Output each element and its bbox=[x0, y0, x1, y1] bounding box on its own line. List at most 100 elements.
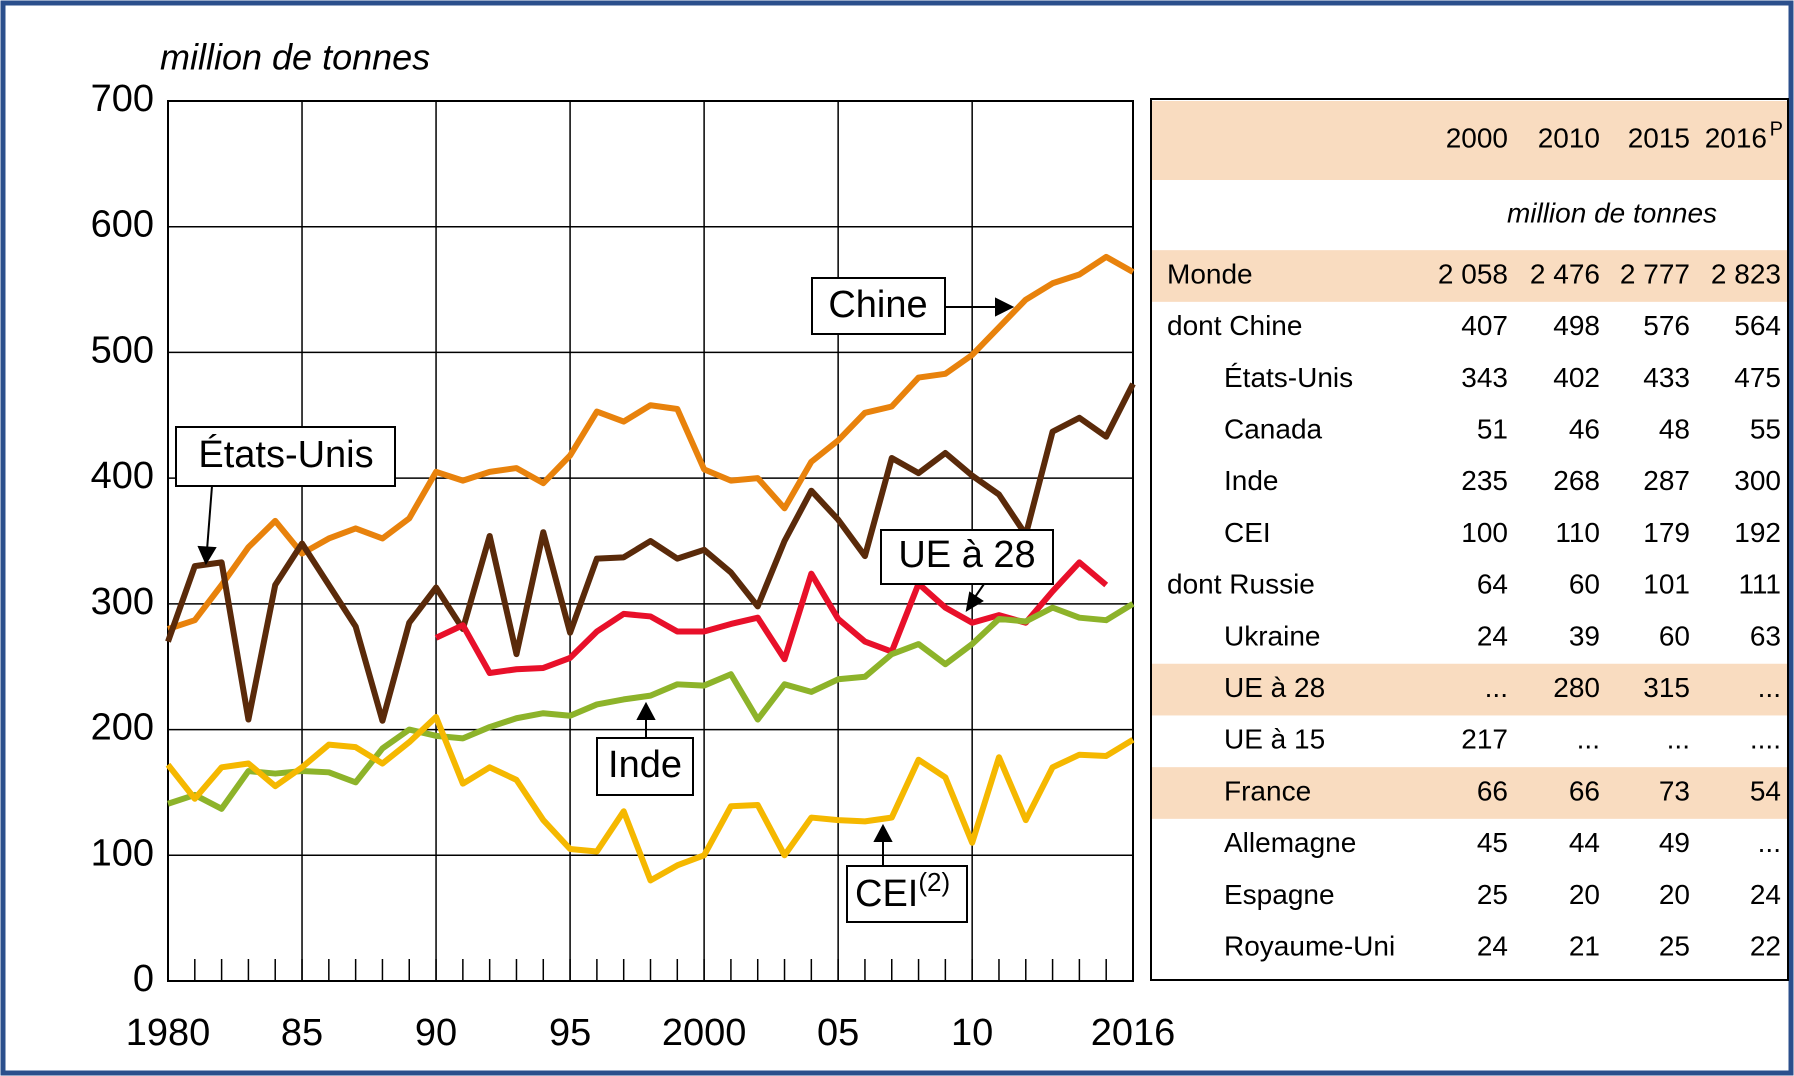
cell: 217 bbox=[1461, 724, 1508, 755]
cell: 110 bbox=[1555, 517, 1600, 548]
cell: ... bbox=[1577, 724, 1600, 755]
arrowhead bbox=[995, 297, 1015, 317]
cell: 280 bbox=[1553, 672, 1600, 703]
row-label: Inde bbox=[1224, 465, 1279, 496]
y-tick-label: 700 bbox=[91, 78, 154, 120]
arrow bbox=[206, 485, 213, 551]
cell: 44 bbox=[1569, 827, 1600, 858]
cell: 433 bbox=[1643, 362, 1690, 393]
cell: 2 777 bbox=[1620, 258, 1690, 289]
row-label: Monde bbox=[1167, 258, 1253, 289]
row-label: France bbox=[1224, 775, 1311, 806]
label-box bbox=[880, 529, 1054, 585]
row-band bbox=[1152, 663, 1787, 716]
y-tick-label: 100 bbox=[91, 832, 154, 874]
y-tick-label: 200 bbox=[91, 707, 154, 749]
cell: 576 bbox=[1643, 310, 1690, 341]
series-label: CEI(2) bbox=[855, 867, 950, 915]
cell: 49 bbox=[1659, 827, 1690, 858]
cell: .... bbox=[1750, 724, 1781, 755]
row-label: Allemagne bbox=[1224, 827, 1356, 858]
y-tick-label: 500 bbox=[91, 329, 154, 371]
cell: 24 bbox=[1477, 930, 1508, 961]
cell: 20 bbox=[1569, 879, 1600, 910]
cell: 45 bbox=[1477, 827, 1508, 858]
cell: 235 bbox=[1461, 465, 1508, 496]
cell: 20 bbox=[1659, 879, 1690, 910]
row-label: Ukraine bbox=[1224, 620, 1320, 651]
row-label: Espagne bbox=[1224, 879, 1335, 910]
x-tick-label: 05 bbox=[817, 1012, 859, 1054]
x-tick-label: 2016 bbox=[1091, 1012, 1176, 1054]
cell: 48 bbox=[1659, 413, 1690, 444]
cell: 101 bbox=[1643, 569, 1690, 600]
series-name: CEI bbox=[855, 873, 918, 915]
row-label: dont Chine bbox=[1167, 310, 1302, 341]
cell: 192 bbox=[1734, 517, 1781, 548]
cell: 21 bbox=[1569, 930, 1600, 961]
series-note: (2) bbox=[918, 867, 950, 897]
cell: 60 bbox=[1569, 569, 1600, 600]
cell: 343 bbox=[1461, 362, 1508, 393]
header-band bbox=[1152, 101, 1787, 180]
cell: 111 bbox=[1738, 569, 1781, 600]
x-tick-label: 85 bbox=[281, 1012, 323, 1054]
y-tick-label: 300 bbox=[91, 581, 154, 623]
table-frame bbox=[1150, 98, 1789, 981]
cell: 25 bbox=[1477, 879, 1508, 910]
plot: 0 100 200 300 400 500 600 700 1980 85 90 95 2000 05 10… bbox=[91, 78, 1176, 1054]
label-box bbox=[175, 426, 396, 487]
row-label: Royaume-Uni bbox=[1224, 930, 1395, 961]
cell: 55 bbox=[1750, 413, 1781, 444]
x-tick-label: 1980 bbox=[126, 1012, 211, 1054]
cell: 268 bbox=[1553, 465, 1600, 496]
cell: 66 bbox=[1477, 775, 1508, 806]
series-line bbox=[165, 714, 1135, 884]
cell: 46 bbox=[1569, 413, 1600, 444]
x-tick-label: 95 bbox=[549, 1012, 591, 1054]
row-label: UE à 28 bbox=[1224, 672, 1325, 703]
cell: ... bbox=[1667, 724, 1690, 755]
label-box bbox=[846, 865, 968, 923]
arrowhead bbox=[197, 545, 217, 566]
cell: 51 bbox=[1477, 413, 1508, 444]
y-tick-label: 400 bbox=[91, 455, 154, 497]
cell: 25 bbox=[1659, 930, 1690, 961]
series-line bbox=[434, 559, 1109, 676]
cell: 475 bbox=[1734, 362, 1781, 393]
cell: 564 bbox=[1734, 310, 1781, 341]
series-line bbox=[167, 253, 1135, 632]
annotations bbox=[175, 277, 1054, 923]
arrowhead bbox=[636, 701, 656, 720]
cell: 402 bbox=[1553, 362, 1600, 393]
cell: 100 bbox=[1461, 517, 1508, 548]
series-line bbox=[165, 382, 1136, 724]
cell: 300 bbox=[1734, 465, 1781, 496]
series-label: États-Unis bbox=[198, 433, 373, 476]
cell: 498 bbox=[1553, 310, 1600, 341]
x-tick-label: 10 bbox=[951, 1012, 993, 1054]
cell: 287 bbox=[1643, 465, 1690, 496]
row-label: Canada bbox=[1224, 413, 1323, 444]
cell: ... bbox=[1758, 672, 1781, 703]
column-header: 2015 bbox=[1628, 122, 1690, 153]
series-label: UE à 28 bbox=[898, 534, 1035, 576]
series-label: Chine bbox=[828, 284, 927, 326]
cell: 315 bbox=[1643, 672, 1690, 703]
y-tick-label: 0 bbox=[133, 958, 154, 1000]
label-box bbox=[811, 277, 946, 335]
cell: 2 058 bbox=[1438, 258, 1508, 289]
x-tick-label: 90 bbox=[415, 1012, 457, 1054]
series-label: Inde bbox=[608, 744, 682, 786]
x-tick-label: 2000 bbox=[662, 1012, 747, 1054]
arrowhead bbox=[873, 823, 893, 842]
row-label: UE à 15 bbox=[1224, 724, 1325, 755]
cell: 22 bbox=[1750, 930, 1781, 961]
column-header: 2016 bbox=[1705, 122, 1767, 153]
cell: 60 bbox=[1659, 620, 1690, 651]
row-label: CEI bbox=[1224, 517, 1271, 548]
cell: 2 823 bbox=[1711, 258, 1781, 289]
cell: 24 bbox=[1477, 620, 1508, 651]
